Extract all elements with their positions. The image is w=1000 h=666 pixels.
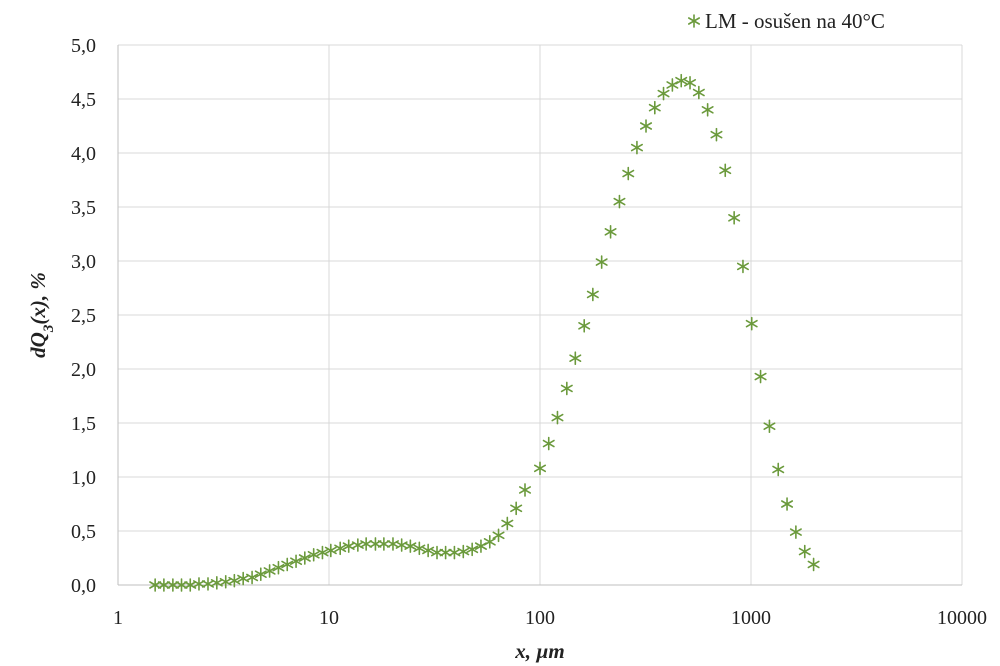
- y-tick-label: 2,0: [71, 359, 96, 381]
- data-point: [510, 501, 523, 516]
- data-point: [701, 103, 714, 117]
- y-axis-title: dQ3(x), %: [26, 272, 57, 358]
- data-point: [298, 551, 311, 565]
- data-point: [457, 544, 470, 559]
- legend-marker: [687, 14, 701, 28]
- data-point: [166, 578, 179, 592]
- y-tick-label: 5,0: [71, 35, 96, 57]
- data-point: [483, 534, 496, 549]
- data-point: [595, 255, 608, 269]
- data-point: [404, 539, 417, 553]
- data-point: [639, 119, 653, 133]
- data-point: [736, 259, 749, 274]
- y-tick-label: 0,5: [71, 521, 96, 543]
- x-tick-label: 10: [319, 607, 339, 629]
- data-point: [175, 578, 188, 592]
- data-point: [586, 287, 599, 302]
- data-point: [798, 544, 811, 559]
- data-point: [307, 547, 320, 562]
- data-point: [666, 78, 679, 92]
- legend-label: LM - osušen na 40°C: [705, 9, 885, 33]
- y-tick-label: 1,0: [71, 467, 96, 489]
- data-point: [578, 318, 591, 333]
- x-tick-label: 1: [113, 607, 123, 629]
- data-point: [754, 369, 767, 384]
- data-point: [789, 525, 802, 539]
- data-point: [501, 516, 514, 531]
- data-point: [683, 76, 697, 90]
- data-point: [781, 497, 794, 511]
- axes: [117, 45, 962, 586]
- data-point: [622, 166, 635, 181]
- data-point: [430, 545, 444, 560]
- x-tick-labels: 1 10 100 1000 10000: [113, 607, 987, 629]
- data-point: [692, 85, 705, 100]
- y-tick-label: 4,0: [71, 143, 96, 165]
- y-tick-label: 3,0: [71, 251, 96, 273]
- data-point: [807, 557, 820, 572]
- data-point: [369, 537, 382, 551]
- y-tick-label: 1,5: [71, 413, 96, 435]
- y-axis-title-main: dQ: [26, 332, 50, 358]
- data-point: [377, 537, 390, 551]
- data-point: [675, 73, 688, 88]
- data-points: [149, 73, 820, 592]
- data-point: [772, 462, 785, 477]
- y-tick-label: 4,5: [71, 89, 96, 111]
- data-point: [560, 381, 573, 396]
- data-point: [272, 560, 285, 575]
- data-point: [648, 100, 661, 115]
- x-tick-label: 10000: [937, 607, 987, 629]
- data-point: [551, 410, 564, 425]
- data-point: [413, 541, 426, 556]
- legend: LM - osušen na 40°C: [687, 9, 885, 33]
- y-tick-label: 2,5: [71, 305, 96, 327]
- data-point: [157, 578, 170, 592]
- data-point: [728, 211, 741, 225]
- y-tick-label: 0,0: [71, 575, 96, 597]
- x-tick-label: 1000: [731, 607, 771, 629]
- data-point: [466, 542, 479, 557]
- data-point: [745, 316, 758, 331]
- data-point: [290, 554, 303, 569]
- data-point: [533, 461, 547, 476]
- data-point: [228, 573, 241, 588]
- data-point: [324, 543, 337, 558]
- data-point: [569, 351, 582, 366]
- data-point: [149, 578, 162, 592]
- data-point: [254, 567, 267, 582]
- y-axis-title-rest: (x), %: [26, 272, 50, 324]
- grid-lines: [118, 44, 963, 585]
- data-point: [492, 528, 505, 543]
- data-point: [763, 419, 776, 434]
- x-axis-title: x, µm: [514, 639, 564, 663]
- data-point: [263, 564, 276, 578]
- data-point: [518, 483, 532, 497]
- data-point: [613, 194, 626, 209]
- data-point: [604, 225, 617, 239]
- data-point: [334, 541, 347, 556]
- legend-marker-icon: [687, 14, 701, 28]
- data-point: [281, 557, 294, 572]
- y-axis-title-subscript: 3: [41, 324, 57, 333]
- data-point: [316, 545, 329, 560]
- data-point: [360, 537, 373, 551]
- data-point: [246, 570, 259, 585]
- data-point: [710, 127, 723, 142]
- data-point: [422, 543, 435, 558]
- data-point: [657, 86, 670, 101]
- data-point: [439, 545, 452, 560]
- data-point: [192, 577, 206, 591]
- y-tick-label: 3,5: [71, 197, 96, 219]
- y-tick-labels: 0,0 0,5 1,0 1,5 2,0 2,5 3,0 3,5 4,0 4,5 5,0: [71, 35, 96, 597]
- data-point: [542, 436, 555, 451]
- data-point: [630, 140, 643, 155]
- data-point: [719, 163, 732, 178]
- x-tick-label: 100: [525, 607, 555, 629]
